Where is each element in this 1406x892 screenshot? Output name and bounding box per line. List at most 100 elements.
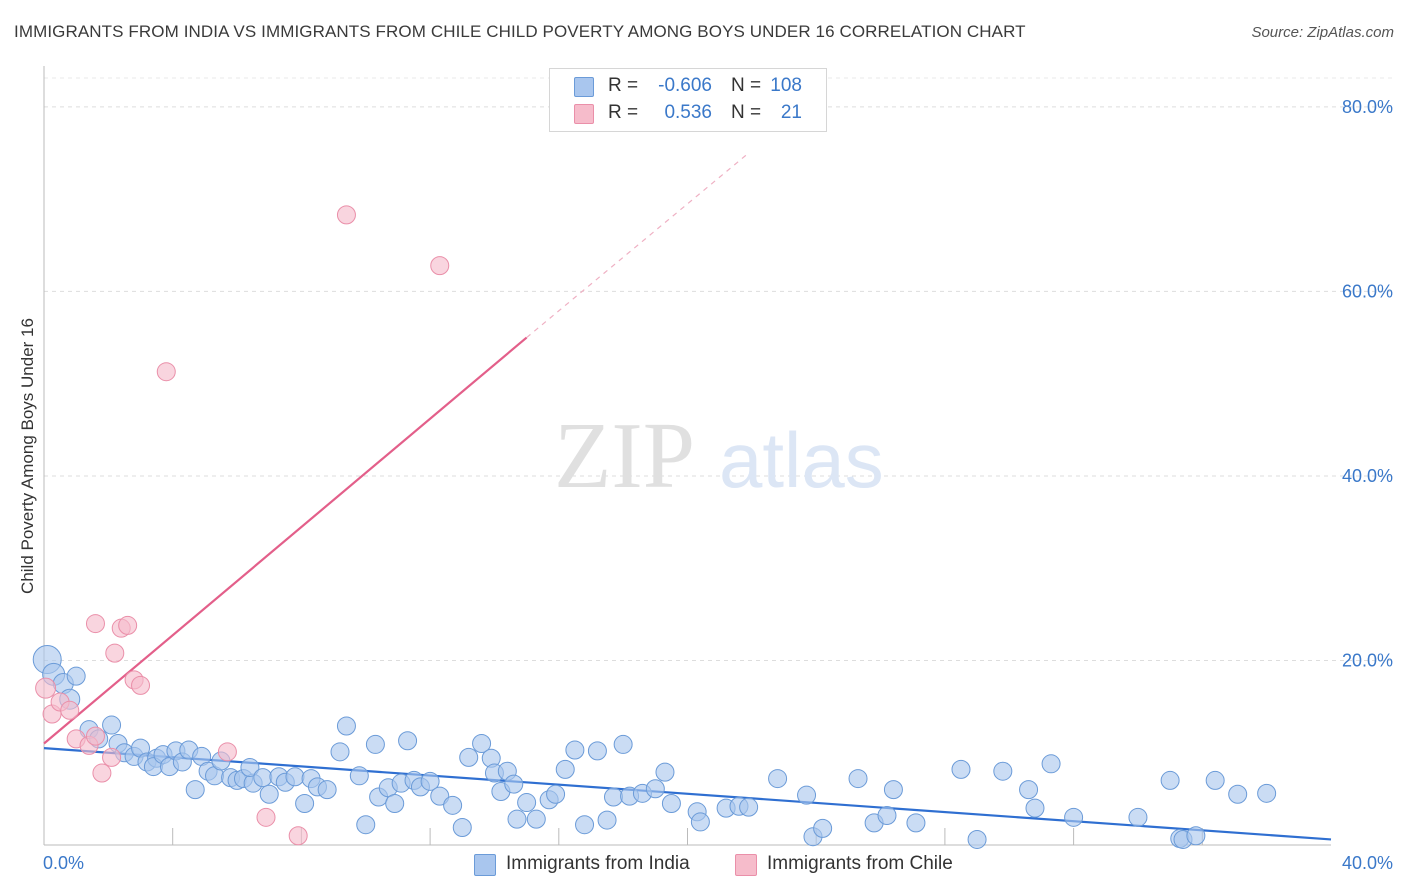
india-point bbox=[951, 759, 971, 779]
chile-trend-extension bbox=[526, 152, 750, 339]
india-point bbox=[1064, 807, 1084, 827]
india-point bbox=[102, 715, 122, 735]
legend-india-label: Immigrants from India bbox=[506, 853, 690, 874]
chile-point bbox=[60, 700, 80, 720]
india-point bbox=[1160, 770, 1180, 790]
chile-point bbox=[105, 643, 125, 663]
chile-n-label: N = bbox=[731, 102, 762, 123]
watermark-atlas: atlas bbox=[719, 416, 884, 504]
india-point bbox=[645, 779, 665, 799]
chart-title: IMMIGRANTS FROM INDIA VS IMMIGRANTS FROM… bbox=[14, 22, 1026, 41]
chile-point bbox=[85, 614, 105, 634]
india-point bbox=[565, 740, 585, 760]
tick-labels: 20.0% 40.0% 60.0% 80.0% 0.0% 40.0% bbox=[43, 97, 1393, 873]
india-point bbox=[877, 805, 897, 825]
india-point bbox=[356, 815, 376, 835]
india-point bbox=[603, 787, 623, 807]
y-axis-title: Child Poverty Among Boys Under 16 bbox=[18, 318, 37, 594]
india-point bbox=[330, 742, 350, 762]
india-point bbox=[1128, 807, 1148, 827]
india-point bbox=[285, 767, 305, 787]
india-point bbox=[690, 812, 710, 832]
india-point bbox=[526, 809, 546, 829]
india-point bbox=[1186, 826, 1206, 846]
india-point bbox=[906, 813, 926, 833]
india-point bbox=[420, 771, 440, 791]
chile-point bbox=[156, 362, 176, 382]
india-point bbox=[336, 716, 356, 736]
india-point bbox=[739, 797, 759, 817]
india-point bbox=[443, 795, 463, 815]
india-point bbox=[295, 793, 315, 813]
india-point bbox=[848, 769, 868, 789]
india-point bbox=[967, 829, 987, 849]
india-point bbox=[546, 784, 566, 804]
chile-point bbox=[118, 615, 138, 635]
chile-point bbox=[336, 205, 356, 225]
chile-n-value: 21 bbox=[780, 102, 802, 123]
legend-chile-label: Immigrants from Chile bbox=[767, 853, 953, 874]
india-point bbox=[1041, 754, 1061, 774]
chile-point bbox=[256, 807, 276, 827]
india-point bbox=[993, 761, 1013, 781]
x-tick-label-min: 0.0% bbox=[43, 853, 84, 873]
india-point bbox=[66, 666, 86, 686]
chile-trend-line bbox=[43, 336, 528, 745]
source-label: Source: ZipAtlas.com bbox=[1251, 24, 1394, 41]
chile-swatch bbox=[574, 104, 594, 124]
india-point bbox=[813, 818, 833, 838]
legend-chile-swatch bbox=[735, 854, 757, 876]
india-point bbox=[655, 762, 675, 782]
y-tick-label-20: 20.0% bbox=[1342, 650, 1393, 670]
india-point bbox=[317, 780, 337, 800]
india-point bbox=[768, 769, 788, 789]
india-point bbox=[555, 759, 575, 779]
chile-point bbox=[288, 826, 308, 846]
watermark: ZIP atlas bbox=[554, 404, 884, 508]
chile-point bbox=[131, 675, 151, 695]
india-point bbox=[797, 785, 817, 805]
y-tick-label-40: 40.0% bbox=[1342, 466, 1393, 486]
india-point bbox=[575, 815, 595, 835]
trend-lines bbox=[43, 152, 1332, 841]
india-r-label: R = bbox=[608, 75, 639, 96]
india-point bbox=[185, 780, 205, 800]
correlation-legend: R = -0.606 N = 108 R = 0.536 N = 21 bbox=[549, 68, 827, 132]
india-point bbox=[1228, 784, 1248, 804]
india-point bbox=[253, 768, 273, 788]
india-point bbox=[613, 734, 633, 754]
india-swatch bbox=[574, 77, 594, 97]
chile-point bbox=[102, 747, 122, 767]
chile-r-value: 0.536 bbox=[664, 102, 712, 123]
india-point bbox=[517, 793, 537, 813]
india-point bbox=[507, 809, 527, 829]
chile-point bbox=[92, 763, 112, 783]
india-point bbox=[1205, 770, 1225, 790]
india-point bbox=[1025, 798, 1045, 818]
india-point bbox=[452, 817, 472, 837]
india-points bbox=[32, 645, 1277, 849]
india-point bbox=[240, 758, 260, 777]
india-point bbox=[349, 766, 369, 786]
india-point bbox=[883, 780, 903, 800]
india-n-label: N = bbox=[731, 75, 762, 96]
india-point bbox=[1019, 780, 1039, 800]
india-point bbox=[587, 741, 607, 761]
india-point bbox=[1257, 783, 1277, 803]
india-point bbox=[259, 784, 279, 804]
india-point bbox=[430, 786, 450, 806]
india-r-value: -0.606 bbox=[658, 75, 712, 96]
chile-point bbox=[35, 677, 57, 699]
y-tick-label-80: 80.0% bbox=[1342, 97, 1393, 117]
watermark-zip: ZIP bbox=[554, 404, 695, 508]
india-point bbox=[459, 747, 479, 767]
legend-india-swatch bbox=[474, 854, 496, 876]
x-tick-label-max: 40.0% bbox=[1342, 853, 1393, 873]
india-trend-line bbox=[43, 747, 1332, 841]
chile-r-label: R = bbox=[608, 102, 639, 123]
india-point bbox=[398, 731, 418, 751]
chile-point bbox=[85, 726, 105, 746]
india-n-value: 108 bbox=[770, 75, 802, 96]
chile-point bbox=[430, 256, 450, 276]
